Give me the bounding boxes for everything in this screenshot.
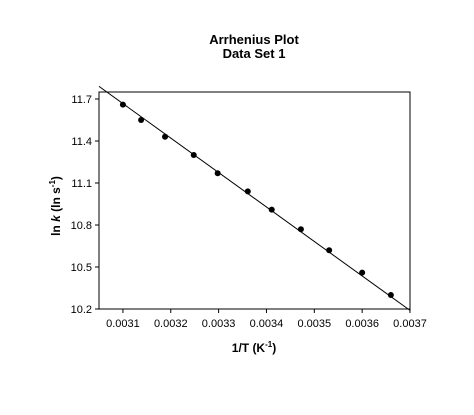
chart-title: Arrhenius Plot [209,32,299,47]
x-tick-label: 0.0037 [393,318,427,330]
y-tick-label: 11.1 [71,178,92,190]
data-point [326,247,333,254]
chart-subtitle: Data Set 1 [223,46,286,61]
y-tick-label: 10.5 [71,262,92,274]
y-axis-title-tail: ) [49,176,63,180]
x-axis-title-main: 1/T (K [232,341,266,355]
data-point [138,117,145,123]
y-tick-label: 11.4 [71,136,92,148]
x-tick-label: 0.0034 [250,318,284,330]
y-axis-title: ln k (ln s-1) [48,176,63,236]
data-point [268,206,275,213]
data-point [244,188,251,195]
x-axis-title: 1/T (K-1) [232,340,276,355]
x-tick-label: 0.0036 [345,318,379,330]
y-axis-title-middle: (ln s [49,187,63,215]
data-point [162,133,169,140]
y-tick-label: 10.2 [71,304,92,316]
data-point [359,269,366,276]
data-point [119,101,126,108]
plot-area: 0.0031 0.0032 0.0033 0.0034 0.0035 0.0036 0.00… [71,85,427,330]
data-point [190,152,197,158]
fit-line [98,85,411,311]
x-tick-label: 0.0032 [154,318,188,330]
y-axis-title-prefix: ln [49,222,63,236]
x-tick-label: 0.0033 [202,318,236,330]
y-axis-title-sup: -1 [48,180,57,188]
data-point [214,170,221,177]
x-tick-label: 0.0035 [297,318,331,330]
x-axis-title-tail: ) [272,341,276,355]
plot-frame [98,91,411,310]
x-tick-label: 0.0031 [106,318,140,330]
data-point [387,292,394,298]
y-tick-label: 11.7 [71,94,92,106]
y-tick-label: 10.8 [71,220,92,232]
y-axis-title-italic: k [49,214,63,222]
data-point [297,226,304,233]
x-axis-title-sup: -1 [265,340,273,349]
